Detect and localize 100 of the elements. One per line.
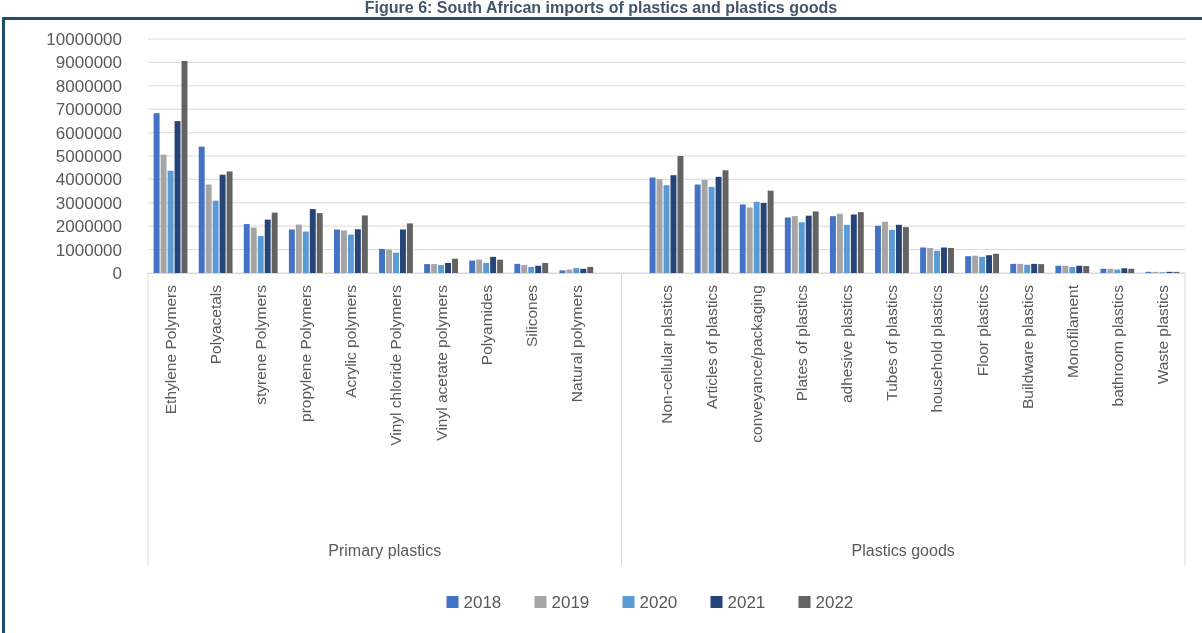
bar — [920, 247, 927, 273]
bar — [701, 179, 708, 273]
legend-label: 2019 — [551, 592, 590, 612]
legend-label: 2018 — [463, 592, 502, 612]
bar — [649, 177, 656, 273]
bar — [882, 221, 888, 273]
bar — [379, 248, 385, 273]
bar — [431, 264, 438, 273]
legend-label: 2021 — [727, 592, 766, 612]
bar — [361, 215, 368, 273]
x-tick-label: Plates of plastics — [793, 284, 811, 402]
bar — [784, 217, 791, 273]
bar — [1076, 265, 1083, 273]
x-tick-label: Waste plastics — [1153, 284, 1171, 385]
bar — [167, 170, 174, 273]
bar — [445, 262, 451, 273]
y-tick-label: 4000000 — [55, 170, 122, 190]
y-tick-label: 9000000 — [55, 53, 122, 73]
bar — [902, 227, 909, 273]
bar — [739, 204, 746, 273]
x-tick-label: Natural polymers — [567, 284, 585, 403]
bar — [805, 215, 812, 273]
bar — [424, 264, 431, 273]
bar — [677, 156, 684, 273]
x-tick-label: styrene Polymers — [252, 284, 270, 405]
x-tick-label: Polyacetals — [207, 284, 225, 365]
bar — [497, 259, 504, 273]
bar — [1121, 268, 1128, 273]
bar — [153, 113, 160, 273]
bar — [972, 255, 979, 273]
x-tick-label: propylene Polymers — [297, 284, 315, 422]
bar — [160, 154, 167, 273]
x-tick-label: Acrylic polymers — [342, 284, 360, 398]
bar — [948, 247, 954, 273]
bar — [316, 213, 323, 273]
bar — [264, 219, 271, 273]
bar — [542, 262, 549, 273]
bar — [812, 211, 819, 273]
bar — [760, 203, 767, 273]
bar — [1038, 264, 1045, 273]
y-tick-label: 3000000 — [55, 193, 122, 213]
bar — [198, 146, 205, 273]
bar — [993, 253, 1000, 273]
bar — [941, 247, 947, 273]
bar — [566, 269, 573, 273]
bar — [1062, 265, 1069, 273]
bar — [843, 224, 850, 273]
y-tick-label: 0 — [112, 263, 122, 283]
bar — [986, 255, 993, 273]
bar — [587, 266, 594, 273]
bar — [528, 266, 535, 273]
bar — [452, 258, 458, 273]
bar — [490, 256, 497, 273]
x-tick-label: Monofilament — [1063, 284, 1081, 379]
bar — [347, 234, 354, 273]
bar — [888, 229, 895, 273]
bar — [226, 171, 233, 273]
x-tick-label: household plastics — [928, 284, 946, 413]
x-tick-label: Ethylene Polymers — [161, 284, 179, 415]
bar — [354, 229, 361, 273]
y-tick-label: 1000000 — [55, 240, 122, 260]
bar — [1100, 268, 1107, 273]
legend-label: 2020 — [639, 592, 678, 612]
bar — [753, 201, 760, 273]
y-tick-label: 7000000 — [55, 100, 122, 120]
x-tick-label: adhesive plastics — [838, 284, 856, 404]
x-tick-label: Vinyl chloride Polymers — [387, 284, 405, 446]
bar — [829, 216, 836, 273]
text: Primary plastics — [328, 542, 442, 559]
bar — [1017, 263, 1024, 273]
bar — [476, 259, 483, 273]
bar — [340, 230, 347, 273]
bar — [850, 214, 857, 273]
legend-label: 2022 — [815, 592, 854, 612]
bar — [875, 225, 881, 273]
bar — [895, 224, 902, 273]
bar — [573, 268, 580, 273]
bar — [1114, 269, 1121, 273]
bar — [483, 262, 490, 273]
bar — [302, 231, 309, 273]
bar — [979, 256, 986, 273]
x-tick-label: Articles of plastics — [703, 284, 721, 410]
bar — [1107, 268, 1114, 273]
x-tick-label: Tubes of plastics — [883, 284, 901, 401]
y-tick-label: 10000000 — [46, 29, 122, 49]
bar — [393, 252, 399, 273]
bar — [1069, 266, 1076, 273]
chart-title: Figure 6: South African imports of plastics and plastics goods — [364, 0, 838, 16]
y-tick-label: 8000000 — [55, 76, 122, 96]
bar — [559, 270, 566, 273]
bar — [250, 227, 257, 273]
bar — [767, 190, 774, 273]
text: Plastics goods — [851, 542, 955, 559]
bar — [1010, 263, 1017, 273]
bar — [1031, 263, 1038, 273]
y-tick-label: 2000000 — [55, 217, 122, 237]
bar — [857, 212, 864, 273]
x-tick-label: Floor plastics — [973, 284, 991, 377]
bar — [934, 250, 940, 273]
bar — [386, 249, 392, 273]
